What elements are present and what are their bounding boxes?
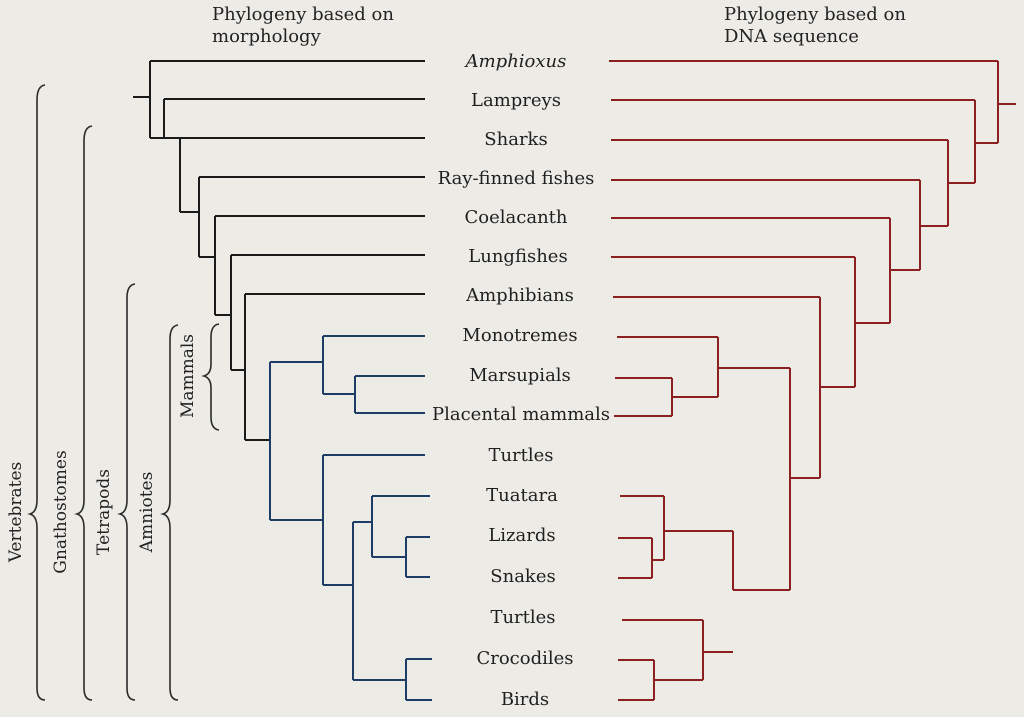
group-label-gnathostomes: Gnathostomes — [51, 450, 71, 573]
taxon-label-snakes: Snakes — [490, 566, 555, 587]
taxon-label-amphibians: Amphibians — [465, 285, 574, 306]
taxon-label-turtles-dna: Turtles — [490, 607, 555, 628]
mammals-bracket — [201, 323, 220, 431]
taxon-label-ray-finned-fishes: Ray-finned fishes — [438, 168, 595, 189]
group-brackets — [27, 84, 220, 701]
dna-title-line-1: Phylogeny based on — [724, 4, 906, 25]
taxon-label-tuatara: Tuatara — [486, 485, 558, 506]
group-label-amniotes: Amniotes — [137, 472, 157, 554]
taxon-label-coelacanth: Coelacanth — [465, 207, 568, 228]
vertebrates-bracket — [27, 84, 46, 701]
group-label-mammals: Mammals — [178, 334, 198, 418]
group-label-tetrapods: Tetrapods — [94, 469, 114, 555]
dna-tree-title: Phylogeny based on DNA sequence — [724, 4, 906, 48]
dna-tree — [609, 60, 1016, 701]
taxon-label-crocodiles: Crocodiles — [476, 648, 573, 669]
morphology-tree-title: Phylogeny based on morphology — [212, 4, 394, 48]
taxon-label-sharks: Sharks — [484, 129, 547, 150]
taxon-label-turtles-morphology: Turtles — [488, 445, 553, 466]
tetrapods-bracket — [117, 283, 136, 701]
dna-title-line-2: DNA sequence — [724, 26, 859, 47]
taxon-label-marsupials: Marsupials — [469, 365, 571, 386]
taxon-label-monotremes: Monotremes — [462, 325, 577, 346]
group-label-vertebrates: Vertebrates — [6, 462, 26, 564]
taxon-label-lampreys: Lampreys — [471, 90, 561, 111]
morphology-title-line-2: morphology — [212, 26, 321, 47]
morphology-tree-amniotes — [269, 335, 432, 701]
taxon-label-lizards: Lizards — [488, 525, 555, 546]
taxon-label-birds: Birds — [501, 689, 549, 710]
gnathostomes-bracket — [74, 125, 93, 701]
amniotes-bracket — [160, 324, 179, 701]
morphology-tree-upper — [133, 60, 425, 441]
taxon-label-placental-mammals: Placental mammals — [432, 404, 610, 425]
taxon-label-amphioxus: Amphioxus — [464, 51, 567, 72]
taxon-label-lungfishes: Lungfishes — [468, 246, 567, 267]
morphology-title-line-1: Phylogeny based on — [212, 4, 394, 25]
